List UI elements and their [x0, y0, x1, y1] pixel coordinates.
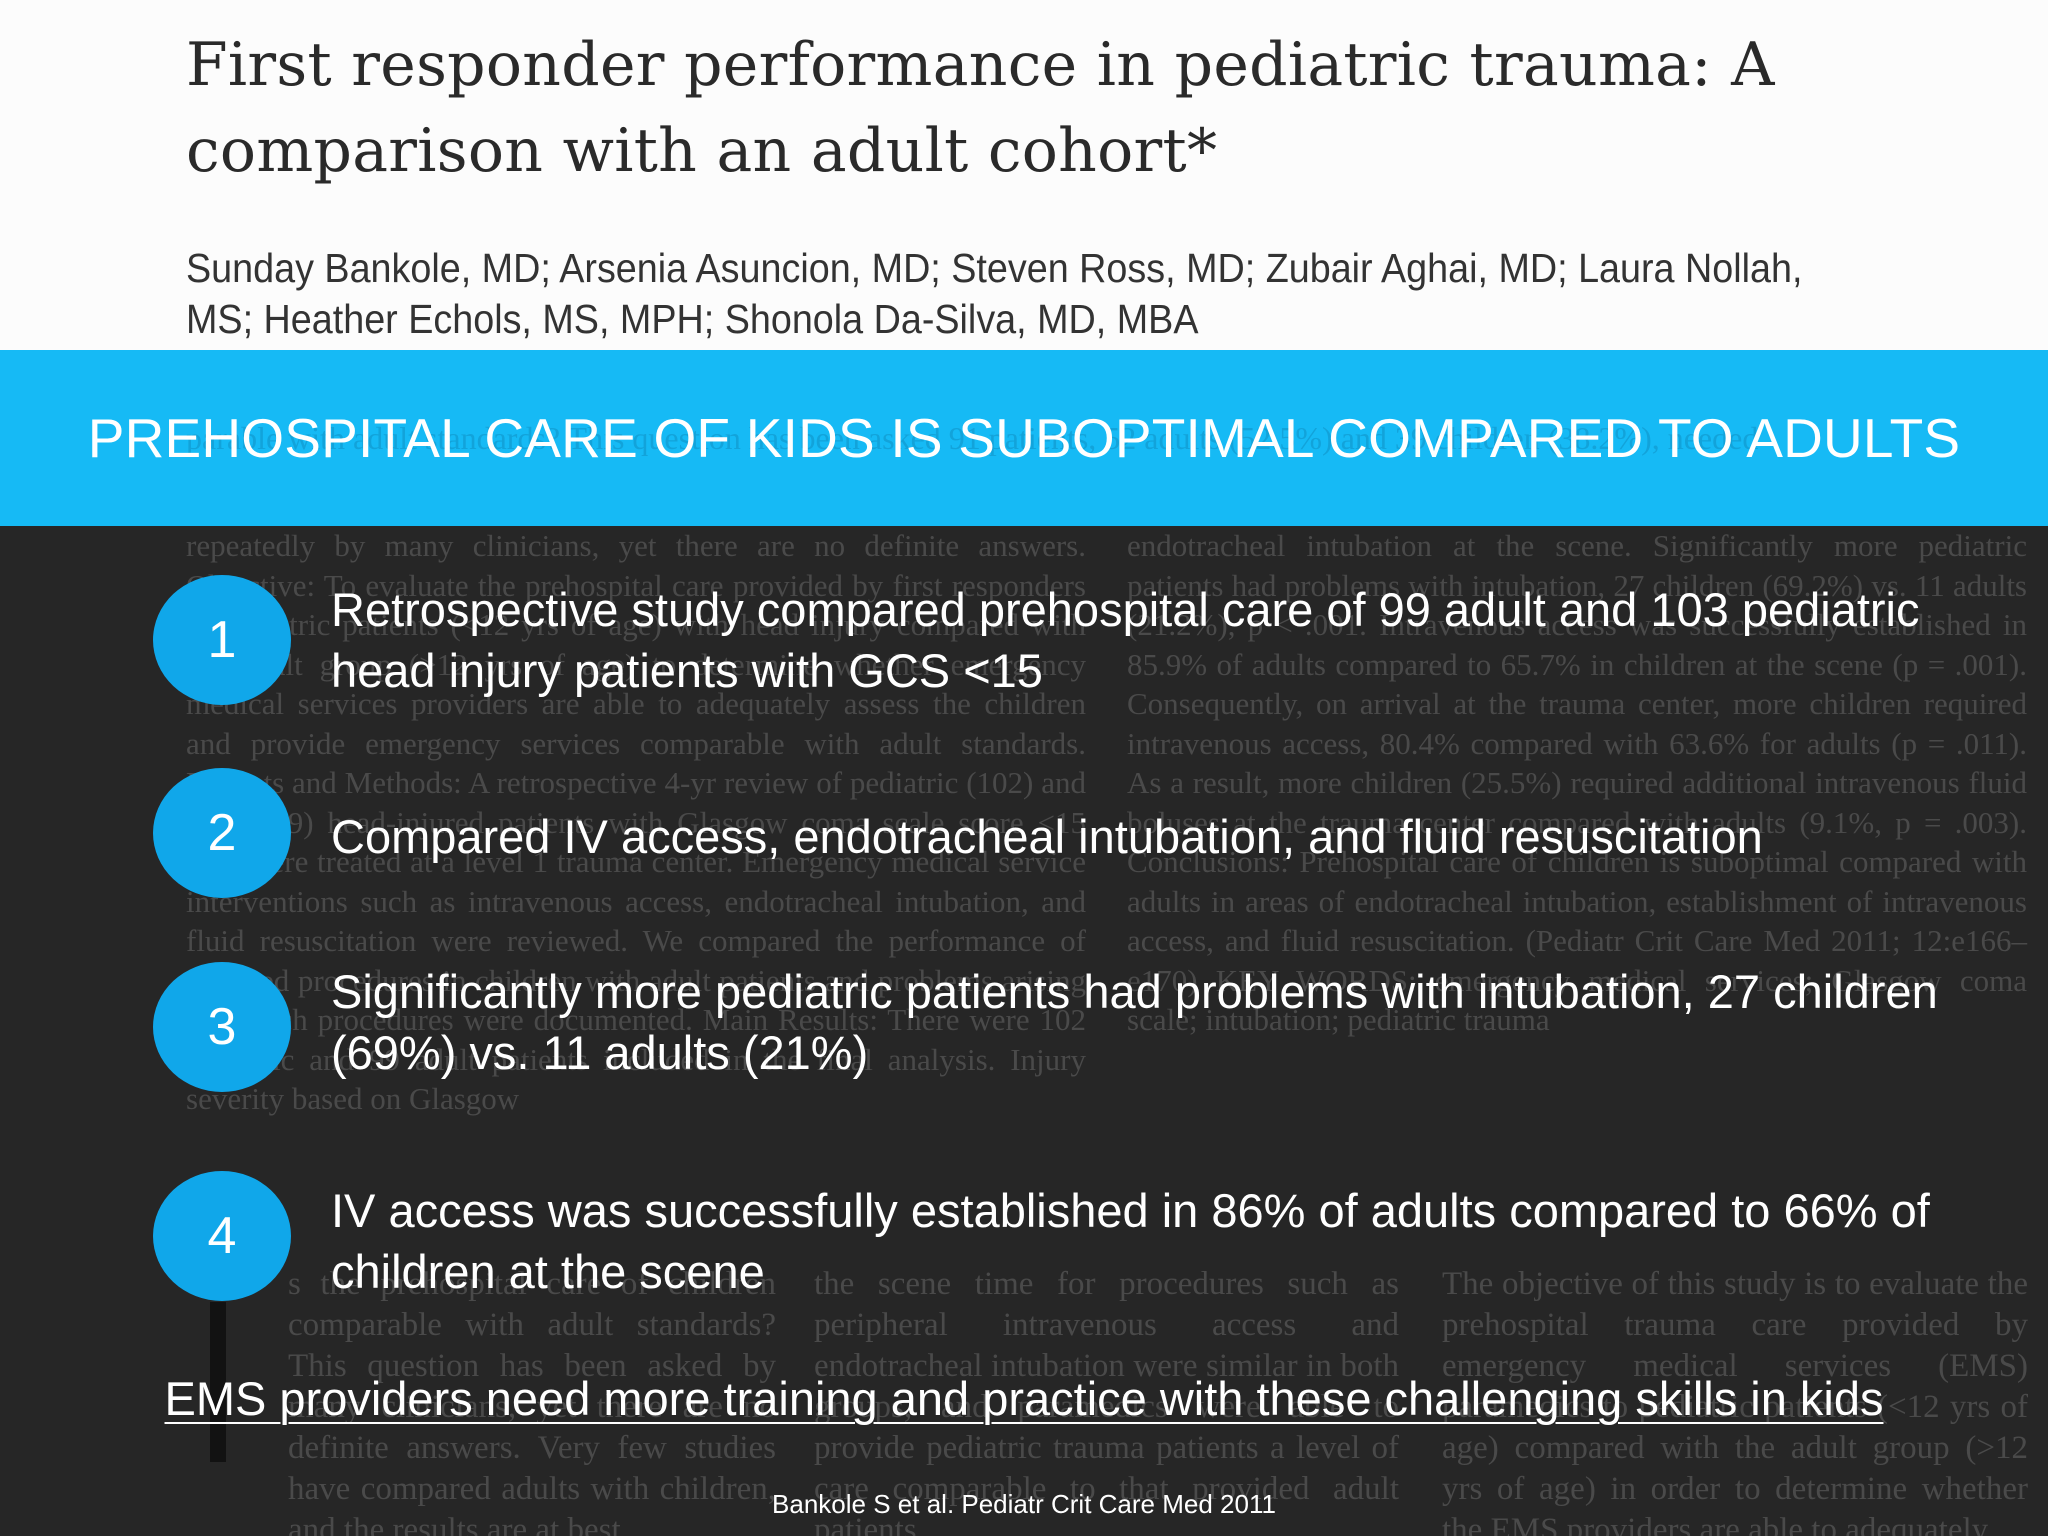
margin-rule	[210, 1302, 226, 1462]
paper-header: First responder performance in pediatric…	[0, 0, 2048, 350]
point-number-1: 1	[153, 575, 291, 705]
point-number-3: 3	[153, 962, 291, 1092]
body-text-column-2: the scene time for procedures such as pe…	[814, 1266, 1399, 1536]
point-text-3: Significantly more pediatric patients ha…	[331, 965, 1938, 1079]
point-text-1: Retrospective study compared prehospital…	[331, 583, 1920, 697]
headline: PREHOSPITAL CARE OF KIDS IS SUBOPTIMAL C…	[87, 407, 1961, 469]
headline-banner: parable with adult standards? This quest…	[0, 350, 2048, 526]
point-text-2: Compared IV access, endotracheal intubat…	[331, 810, 1763, 863]
paper-title: First responder performance in pediatric…	[186, 30, 1775, 186]
point-number-2: 2	[153, 768, 291, 898]
point-number-4: 4	[153, 1171, 291, 1301]
conclusion: EMS providers need more training and pra…	[164, 1372, 1884, 1425]
abstract-background: repeatedly by many clinicians, yet there…	[0, 526, 2048, 1536]
banner-ghost-text: parable with adult standards? This quest…	[186, 420, 1759, 456]
body-text-column-1: s the prehospital care of children compa…	[288, 1266, 776, 1536]
paper-authors: Sunday Bankole, MD; Arsenia Asuncion, MD…	[186, 245, 1803, 342]
point-text-4: IV access was successfully established i…	[331, 1184, 1930, 1298]
citation: Bankole S et al. Pediatr Crit Care Med 2…	[772, 1489, 1276, 1519]
abstract-left-column: repeatedly by many clinicians, yet there…	[186, 528, 1086, 1116]
abstract-right-column: endotracheal intubation at the scene. Si…	[1127, 528, 2027, 1037]
body-text-column-3: The objective of this study is to evalua…	[1442, 1266, 2028, 1536]
